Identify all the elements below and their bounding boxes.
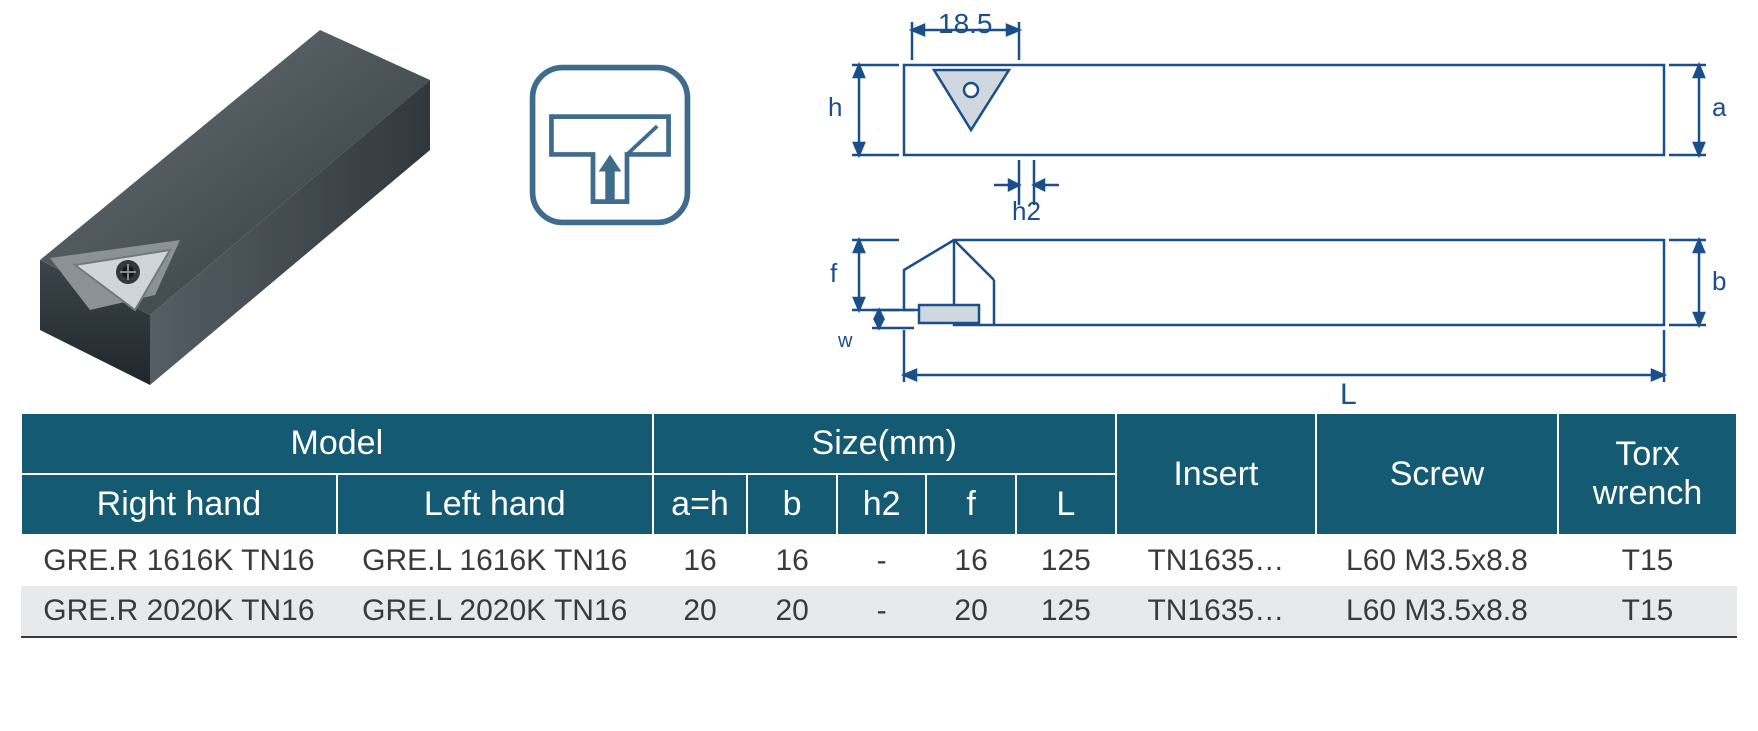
product-3d-render: [20, 10, 440, 390]
cell-f: 20: [926, 586, 1015, 637]
cell-L: 125: [1016, 535, 1116, 586]
th-h2: h2: [837, 474, 926, 535]
cell-screw: L60 M3.5x8.8: [1316, 586, 1558, 637]
dim-h: h: [828, 92, 842, 123]
cell-left: GRE.L 1616K TN16: [337, 535, 653, 586]
cell-b: 16: [747, 535, 836, 586]
th-right-hand: Right hand: [21, 474, 337, 535]
th-screw: Screw: [1316, 413, 1558, 535]
dim-f: f: [830, 258, 837, 289]
cell-right: GRE.R 1616K TN16: [21, 535, 337, 586]
cell-screw: L60 M3.5x8.8: [1316, 535, 1558, 586]
table-row: GRE.R 2020K TN16 GRE.L 2020K TN16 20 20 …: [21, 586, 1737, 637]
dimension-diagram: 18.5 h a h2 f b w L: [780, 10, 1738, 400]
th-left-hand: Left hand: [337, 474, 653, 535]
th-model: Model: [21, 413, 653, 474]
dim-b: b: [1712, 266, 1726, 297]
dim-a: a: [1712, 92, 1726, 123]
cell-right: GRE.R 2020K TN16: [21, 586, 337, 637]
table-row: GRE.R 1616K TN16 GRE.L 1616K TN16 16 16 …: [21, 535, 1737, 586]
cell-ah: 16: [653, 535, 748, 586]
spec-table: Model Size(mm) Insert Screw Torx wrench …: [20, 412, 1738, 638]
dim-L: L: [1340, 378, 1357, 412]
cell-torx: T15: [1558, 535, 1737, 586]
dim-h2: h2: [1012, 196, 1041, 227]
cell-h2: -: [837, 586, 926, 637]
th-L: L: [1016, 474, 1116, 535]
cell-insert: TN1635…: [1116, 586, 1316, 637]
cell-insert: TN1635…: [1116, 535, 1316, 586]
th-size: Size(mm): [653, 413, 1116, 474]
th-b: b: [747, 474, 836, 535]
th-insert: Insert: [1116, 413, 1316, 535]
cell-b: 20: [747, 586, 836, 637]
cell-ah: 20: [653, 586, 748, 637]
th-f: f: [926, 474, 1015, 535]
cell-torx: T15: [1558, 586, 1737, 637]
th-ah: a=h: [653, 474, 748, 535]
cell-L: 125: [1016, 586, 1116, 637]
table-body: GRE.R 1616K TN16 GRE.L 1616K TN16 16 16 …: [21, 535, 1737, 637]
dim-w: w: [838, 330, 852, 353]
orientation-icon: [440, 10, 780, 390]
cell-f: 16: [926, 535, 1015, 586]
cell-h2: -: [837, 535, 926, 586]
top-section: 18.5 h a h2 f b w L: [0, 0, 1758, 412]
table-header: Model Size(mm) Insert Screw Torx wrench …: [21, 413, 1737, 535]
dim-18-5: 18.5: [938, 8, 993, 40]
cell-left: GRE.L 2020K TN16: [337, 586, 653, 637]
th-torx: Torx wrench: [1558, 413, 1737, 535]
